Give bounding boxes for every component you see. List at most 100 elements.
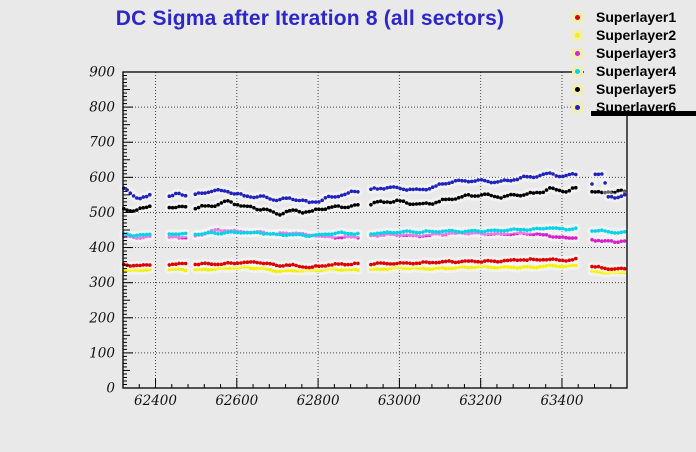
y-axis-tick-label: 500 [89, 205, 115, 221]
data-point [447, 266, 451, 271]
data-point [177, 266, 181, 271]
data-point [261, 194, 266, 198]
data-point [352, 261, 357, 266]
data-point [535, 175, 539, 179]
data-point [268, 261, 272, 266]
data-point [385, 261, 390, 266]
data-point [482, 192, 487, 196]
data-point [252, 230, 256, 235]
data-point [434, 200, 438, 205]
data-point [535, 265, 539, 270]
data-point [590, 189, 594, 194]
data-point [196, 191, 201, 195]
data-point [239, 192, 243, 196]
data-point [180, 267, 185, 272]
legend-marker-icon [572, 47, 583, 59]
data-point [343, 262, 347, 267]
series-superlayer5 [122, 185, 627, 217]
data-point [482, 178, 487, 183]
data-point [313, 268, 318, 273]
data-point [258, 266, 263, 270]
data-point [619, 230, 624, 235]
data-point [174, 267, 178, 271]
data-point [226, 189, 230, 194]
data-point [138, 233, 142, 237]
data-point [554, 174, 559, 178]
data-point [170, 262, 175, 267]
data-point [609, 239, 614, 243]
data-point [320, 268, 325, 273]
legend-item-label: Superlayer2 [596, 27, 677, 43]
data-point [352, 232, 357, 237]
data-point [499, 229, 503, 233]
data-point [440, 229, 445, 234]
data-point [538, 258, 542, 262]
data-point [255, 260, 259, 265]
data-point [135, 236, 139, 240]
data-point [388, 200, 393, 205]
data-point [473, 259, 477, 264]
data-point [196, 205, 201, 210]
data-point [213, 204, 217, 208]
data-point [619, 188, 624, 193]
data-point [512, 227, 516, 231]
data-point [622, 266, 627, 271]
legend-item-superlayer2: Superlayer2 [572, 26, 676, 44]
data-point [450, 260, 455, 264]
data-point [570, 186, 575, 190]
data-point [268, 197, 272, 201]
data-point [297, 209, 302, 214]
data-point [479, 193, 484, 197]
data-point [382, 261, 386, 266]
legend-item-label: Superlayer3 [596, 45, 677, 61]
data-point [148, 267, 152, 272]
y-axis-tick-label: 400 [88, 240, 115, 256]
data-point [346, 205, 351, 210]
data-point [518, 193, 523, 198]
data-point [232, 230, 237, 235]
data-point [606, 190, 611, 194]
data-point [395, 230, 399, 235]
legend-marker-icon [572, 83, 583, 95]
data-point [336, 235, 341, 240]
data-point [313, 207, 318, 212]
data-point [294, 208, 298, 213]
data-point [564, 228, 568, 232]
data-point [544, 226, 549, 231]
data-point [424, 229, 429, 233]
data-point [395, 198, 399, 203]
data-point [593, 265, 598, 269]
data-point [544, 171, 549, 176]
data-point [460, 259, 464, 264]
data-point [346, 234, 351, 239]
data-point [411, 202, 416, 207]
data-point [294, 263, 298, 268]
data-point [561, 264, 565, 269]
data-point [330, 232, 334, 236]
data-point [206, 261, 211, 266]
data-point [557, 226, 562, 231]
data-point [505, 265, 510, 269]
data-point [203, 261, 207, 266]
data-point [284, 233, 289, 237]
data-point [372, 232, 377, 236]
data-point [209, 262, 214, 267]
data-point [447, 231, 451, 236]
data-point [183, 268, 188, 273]
data-point [333, 204, 338, 208]
data-point [284, 209, 289, 214]
data-point [385, 186, 390, 190]
data-point [567, 227, 572, 232]
data-point [512, 178, 516, 182]
data-point [388, 266, 393, 271]
data-point [525, 228, 529, 232]
data-point [561, 174, 565, 179]
data-point [242, 204, 246, 208]
data-point [518, 230, 523, 235]
data-point [616, 231, 620, 235]
data-point [414, 261, 419, 266]
data-point [356, 190, 360, 194]
data-point [235, 230, 240, 235]
data-point [378, 231, 383, 235]
data-point [414, 230, 419, 235]
